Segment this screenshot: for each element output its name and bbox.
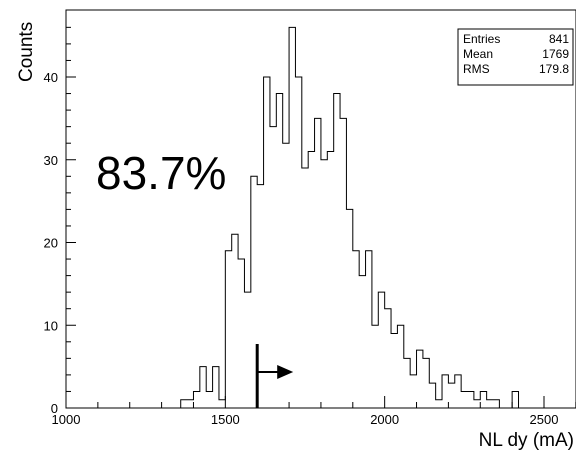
y-tick-label: 30 (44, 153, 58, 168)
y-axis-title: Counts (16, 22, 37, 82)
x-tick-label: 1500 (211, 412, 240, 427)
y-tick-label: 10 (44, 318, 58, 333)
x-axis-ticks: 1000 1500 2000 2500 (52, 396, 576, 427)
stat-value: 1769 (542, 47, 569, 61)
y-tick-label: 20 (44, 236, 58, 251)
histogram-line (180, 26, 520, 409)
x-tick-label: 2000 (370, 412, 399, 427)
x-tick-label: 1000 (52, 412, 81, 427)
efficiency-annotation: 83.7% (96, 147, 226, 199)
stat-value: 841 (549, 32, 569, 46)
stats-box: Entries 841 Mean 1769 RMS 179.8 (457, 28, 574, 86)
y-tick-label: 0 (51, 401, 58, 416)
y-axis-ticks: 0 10 20 30 40 (44, 26, 76, 416)
y-tick-label: 40 (44, 70, 58, 85)
stat-name: Mean (463, 47, 493, 61)
stat-name: Entries (463, 32, 500, 46)
stats-box-frame (457, 28, 574, 86)
threshold-arrow-head (277, 365, 294, 379)
x-tick-label: 2500 (530, 412, 559, 427)
stat-value: 179.8 (539, 62, 569, 76)
stat-name: RMS (463, 62, 490, 76)
x-axis-title: NL dy (mA) (479, 430, 574, 451)
threshold-marker (255, 344, 294, 408)
